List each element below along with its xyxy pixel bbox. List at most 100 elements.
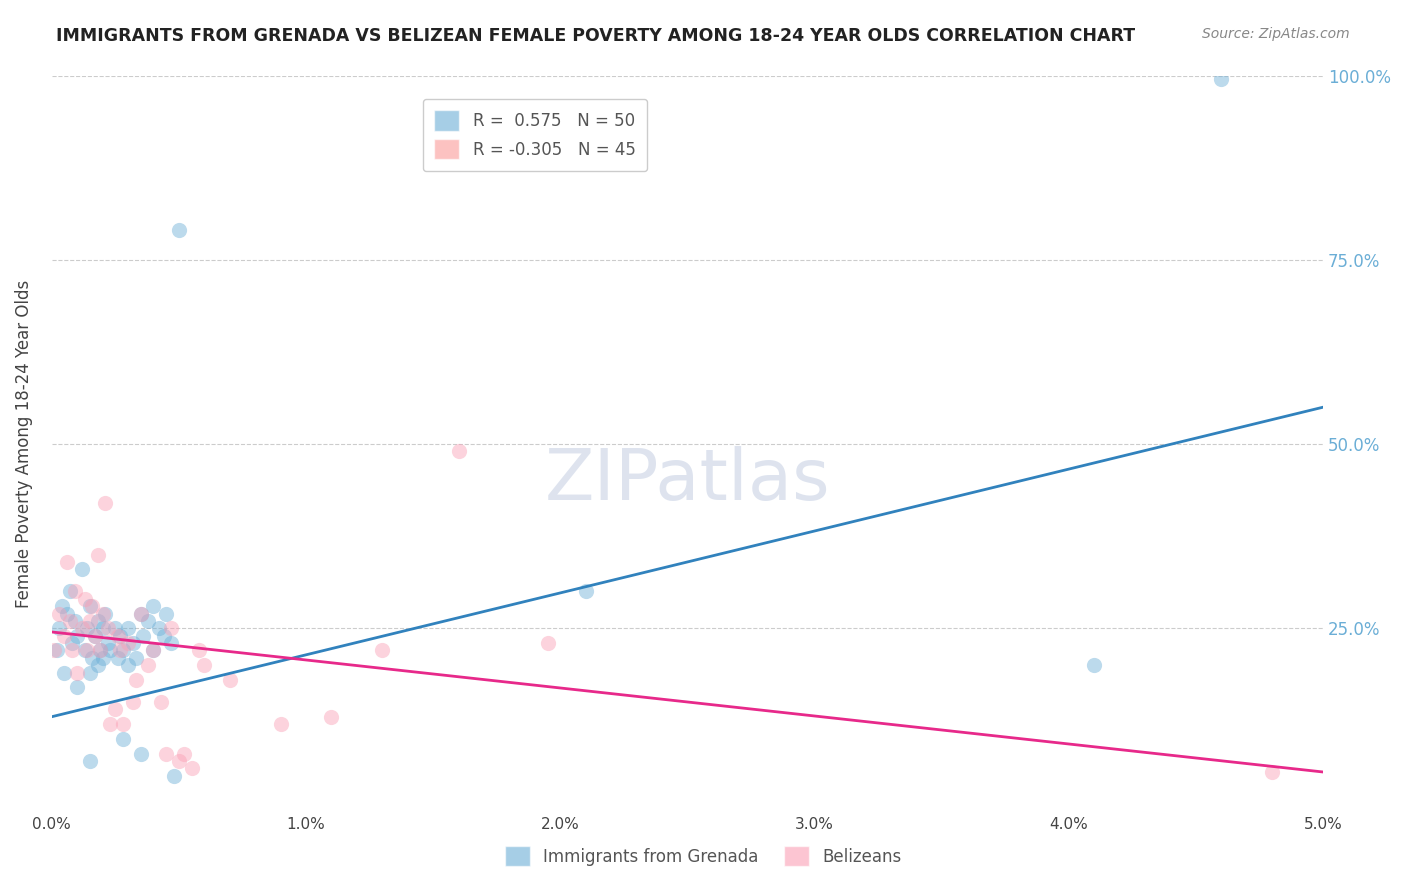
Point xyxy=(97,621,120,635)
Text: ZIPatlas: ZIPatlas xyxy=(544,446,831,516)
Point xyxy=(180,761,202,775)
Point xyxy=(129,607,152,621)
Point xyxy=(79,665,101,680)
Point xyxy=(173,747,195,761)
Point xyxy=(89,643,111,657)
Point xyxy=(129,747,152,761)
Point xyxy=(94,496,117,510)
Point xyxy=(148,621,170,635)
Point xyxy=(44,643,66,657)
Point xyxy=(142,599,165,614)
Point xyxy=(60,643,83,657)
Point xyxy=(111,643,134,657)
Point xyxy=(111,717,134,731)
Point xyxy=(56,555,79,569)
Point xyxy=(98,643,121,657)
Point xyxy=(58,614,80,628)
Point xyxy=(218,673,240,687)
Point xyxy=(188,643,211,657)
Point xyxy=(193,658,215,673)
Point xyxy=(91,650,114,665)
Point xyxy=(51,599,73,614)
Point xyxy=(138,614,160,628)
Point xyxy=(122,695,145,709)
Point xyxy=(1083,658,1105,673)
Point xyxy=(72,621,94,635)
Point xyxy=(84,629,107,643)
Point xyxy=(98,717,121,731)
Point xyxy=(122,636,145,650)
Point xyxy=(82,599,104,614)
Y-axis label: Female Poverty Among 18-24 Year Olds: Female Poverty Among 18-24 Year Olds xyxy=(15,280,32,608)
Point xyxy=(79,614,101,628)
Point xyxy=(371,643,394,657)
Point xyxy=(138,658,160,673)
Point xyxy=(66,629,89,643)
Legend: Immigrants from Grenada, Belizeans: Immigrants from Grenada, Belizeans xyxy=(496,838,910,875)
Point xyxy=(58,584,80,599)
Point xyxy=(111,731,134,746)
Text: Source: ZipAtlas.com: Source: ZipAtlas.com xyxy=(1202,27,1350,41)
Point xyxy=(110,629,132,643)
Point xyxy=(94,607,117,621)
Point xyxy=(63,614,86,628)
Point xyxy=(124,650,146,665)
Point xyxy=(107,629,129,643)
Point xyxy=(84,629,107,643)
Point xyxy=(86,658,108,673)
Point xyxy=(132,629,155,643)
Point xyxy=(86,614,108,628)
Point xyxy=(167,223,190,237)
Point xyxy=(163,769,186,783)
Point xyxy=(53,629,76,643)
Point xyxy=(91,607,114,621)
Point xyxy=(270,717,292,731)
Point xyxy=(86,548,108,562)
Legend: R =  0.575   N = 50, R = -0.305   N = 45: R = 0.575 N = 50, R = -0.305 N = 45 xyxy=(423,99,647,171)
Point xyxy=(107,650,129,665)
Point xyxy=(117,621,139,635)
Point xyxy=(79,754,101,768)
Point xyxy=(160,621,183,635)
Point xyxy=(63,584,86,599)
Point xyxy=(160,636,183,650)
Point xyxy=(91,621,114,635)
Point xyxy=(104,621,127,635)
Point xyxy=(79,599,101,614)
Point xyxy=(142,643,165,657)
Text: IMMIGRANTS FROM GRENADA VS BELIZEAN FEMALE POVERTY AMONG 18-24 YEAR OLDS CORRELA: IMMIGRANTS FROM GRENADA VS BELIZEAN FEMA… xyxy=(56,27,1136,45)
Point xyxy=(142,643,165,657)
Point xyxy=(152,629,174,643)
Point xyxy=(155,607,177,621)
Point xyxy=(73,591,96,606)
Point xyxy=(48,621,70,635)
Point xyxy=(82,650,104,665)
Point xyxy=(76,643,98,657)
Point xyxy=(447,444,470,458)
Point xyxy=(53,665,76,680)
Point xyxy=(321,710,343,724)
Point xyxy=(66,665,89,680)
Point xyxy=(1211,72,1233,87)
Point xyxy=(66,680,89,694)
Point xyxy=(110,643,132,657)
Point xyxy=(76,621,98,635)
Point xyxy=(117,658,139,673)
Point xyxy=(45,643,67,657)
Point xyxy=(89,643,111,657)
Point xyxy=(56,607,79,621)
Point xyxy=(117,636,139,650)
Point xyxy=(536,636,558,650)
Point xyxy=(60,636,83,650)
Point xyxy=(1261,764,1284,779)
Point xyxy=(72,562,94,576)
Point xyxy=(104,702,127,716)
Point xyxy=(97,636,120,650)
Point xyxy=(575,584,598,599)
Point xyxy=(124,673,146,687)
Point xyxy=(155,747,177,761)
Point xyxy=(48,607,70,621)
Point xyxy=(73,643,96,657)
Point xyxy=(150,695,173,709)
Point xyxy=(167,754,190,768)
